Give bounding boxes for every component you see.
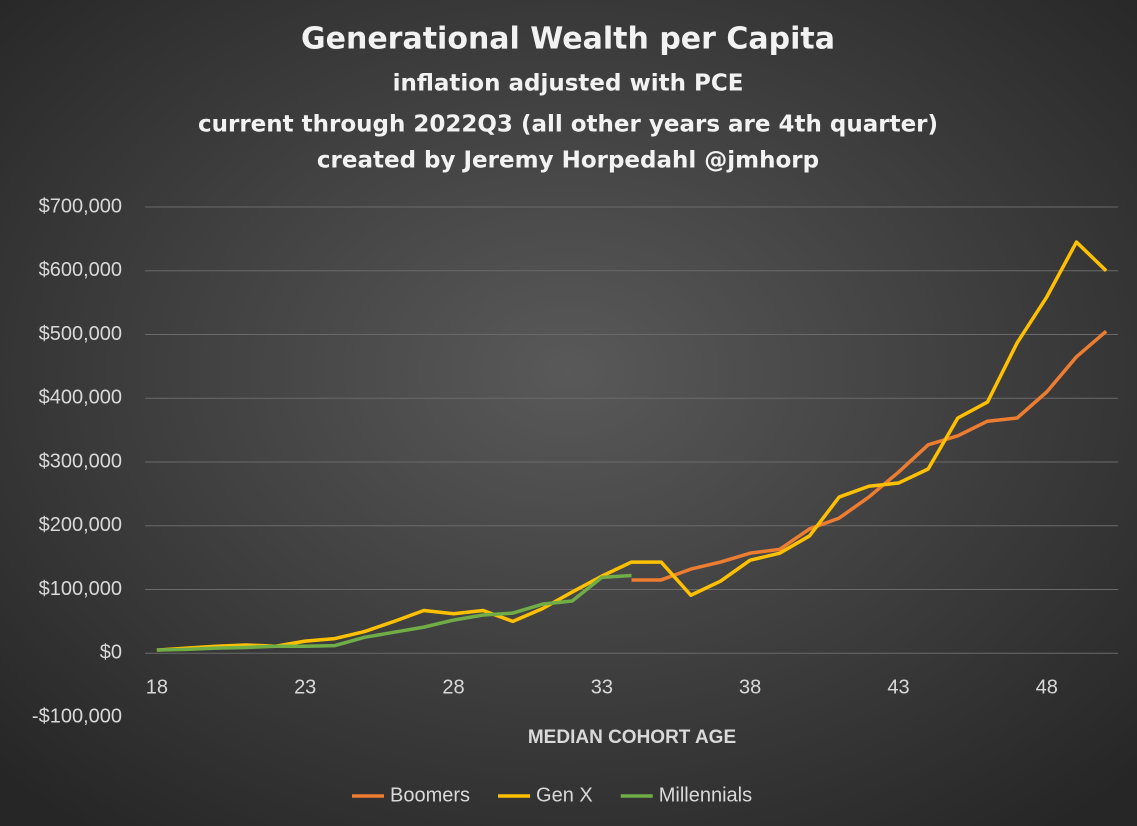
y-tick-label: $300,000 xyxy=(39,450,122,472)
y-tick-label: $100,000 xyxy=(39,578,122,600)
series-line xyxy=(631,329,1108,582)
y-tick-label: $0 xyxy=(100,642,122,664)
x-tick-label: 28 xyxy=(442,677,464,699)
x-tick-label: 18 xyxy=(146,677,168,699)
chart-title: Generational Wealth per Capita xyxy=(301,22,835,57)
x-tick-label: 23 xyxy=(294,677,316,699)
series-line xyxy=(156,573,632,652)
x-axis-title: MEDIAN COHORT AGE xyxy=(528,727,736,748)
series-line xyxy=(156,240,1108,652)
y-tick-label: $700,000 xyxy=(39,195,122,217)
y-tick-label: $600,000 xyxy=(39,259,122,281)
legend-label: Millennials xyxy=(659,784,752,806)
y-tick-label: $200,000 xyxy=(39,514,122,536)
x-tick-label: 43 xyxy=(887,677,909,699)
x-tick-label: 33 xyxy=(591,677,613,699)
legend-label: Boomers xyxy=(390,784,470,806)
x-tick-label: 38 xyxy=(739,677,761,699)
subtitle: created by Jeremy Horpedahl @jmhorp xyxy=(317,148,819,174)
y-tick-label: -$100,000 xyxy=(32,705,122,727)
subtitle: inflation adjusted with PCE xyxy=(393,71,744,97)
subtitle: current through 2022Q3 (all other years … xyxy=(198,112,938,138)
legend-label: Gen X xyxy=(536,784,593,806)
x-tick-label: 48 xyxy=(1036,677,1058,699)
y-tick-label: $500,000 xyxy=(39,323,122,345)
y-tick-label: $400,000 xyxy=(39,387,122,409)
